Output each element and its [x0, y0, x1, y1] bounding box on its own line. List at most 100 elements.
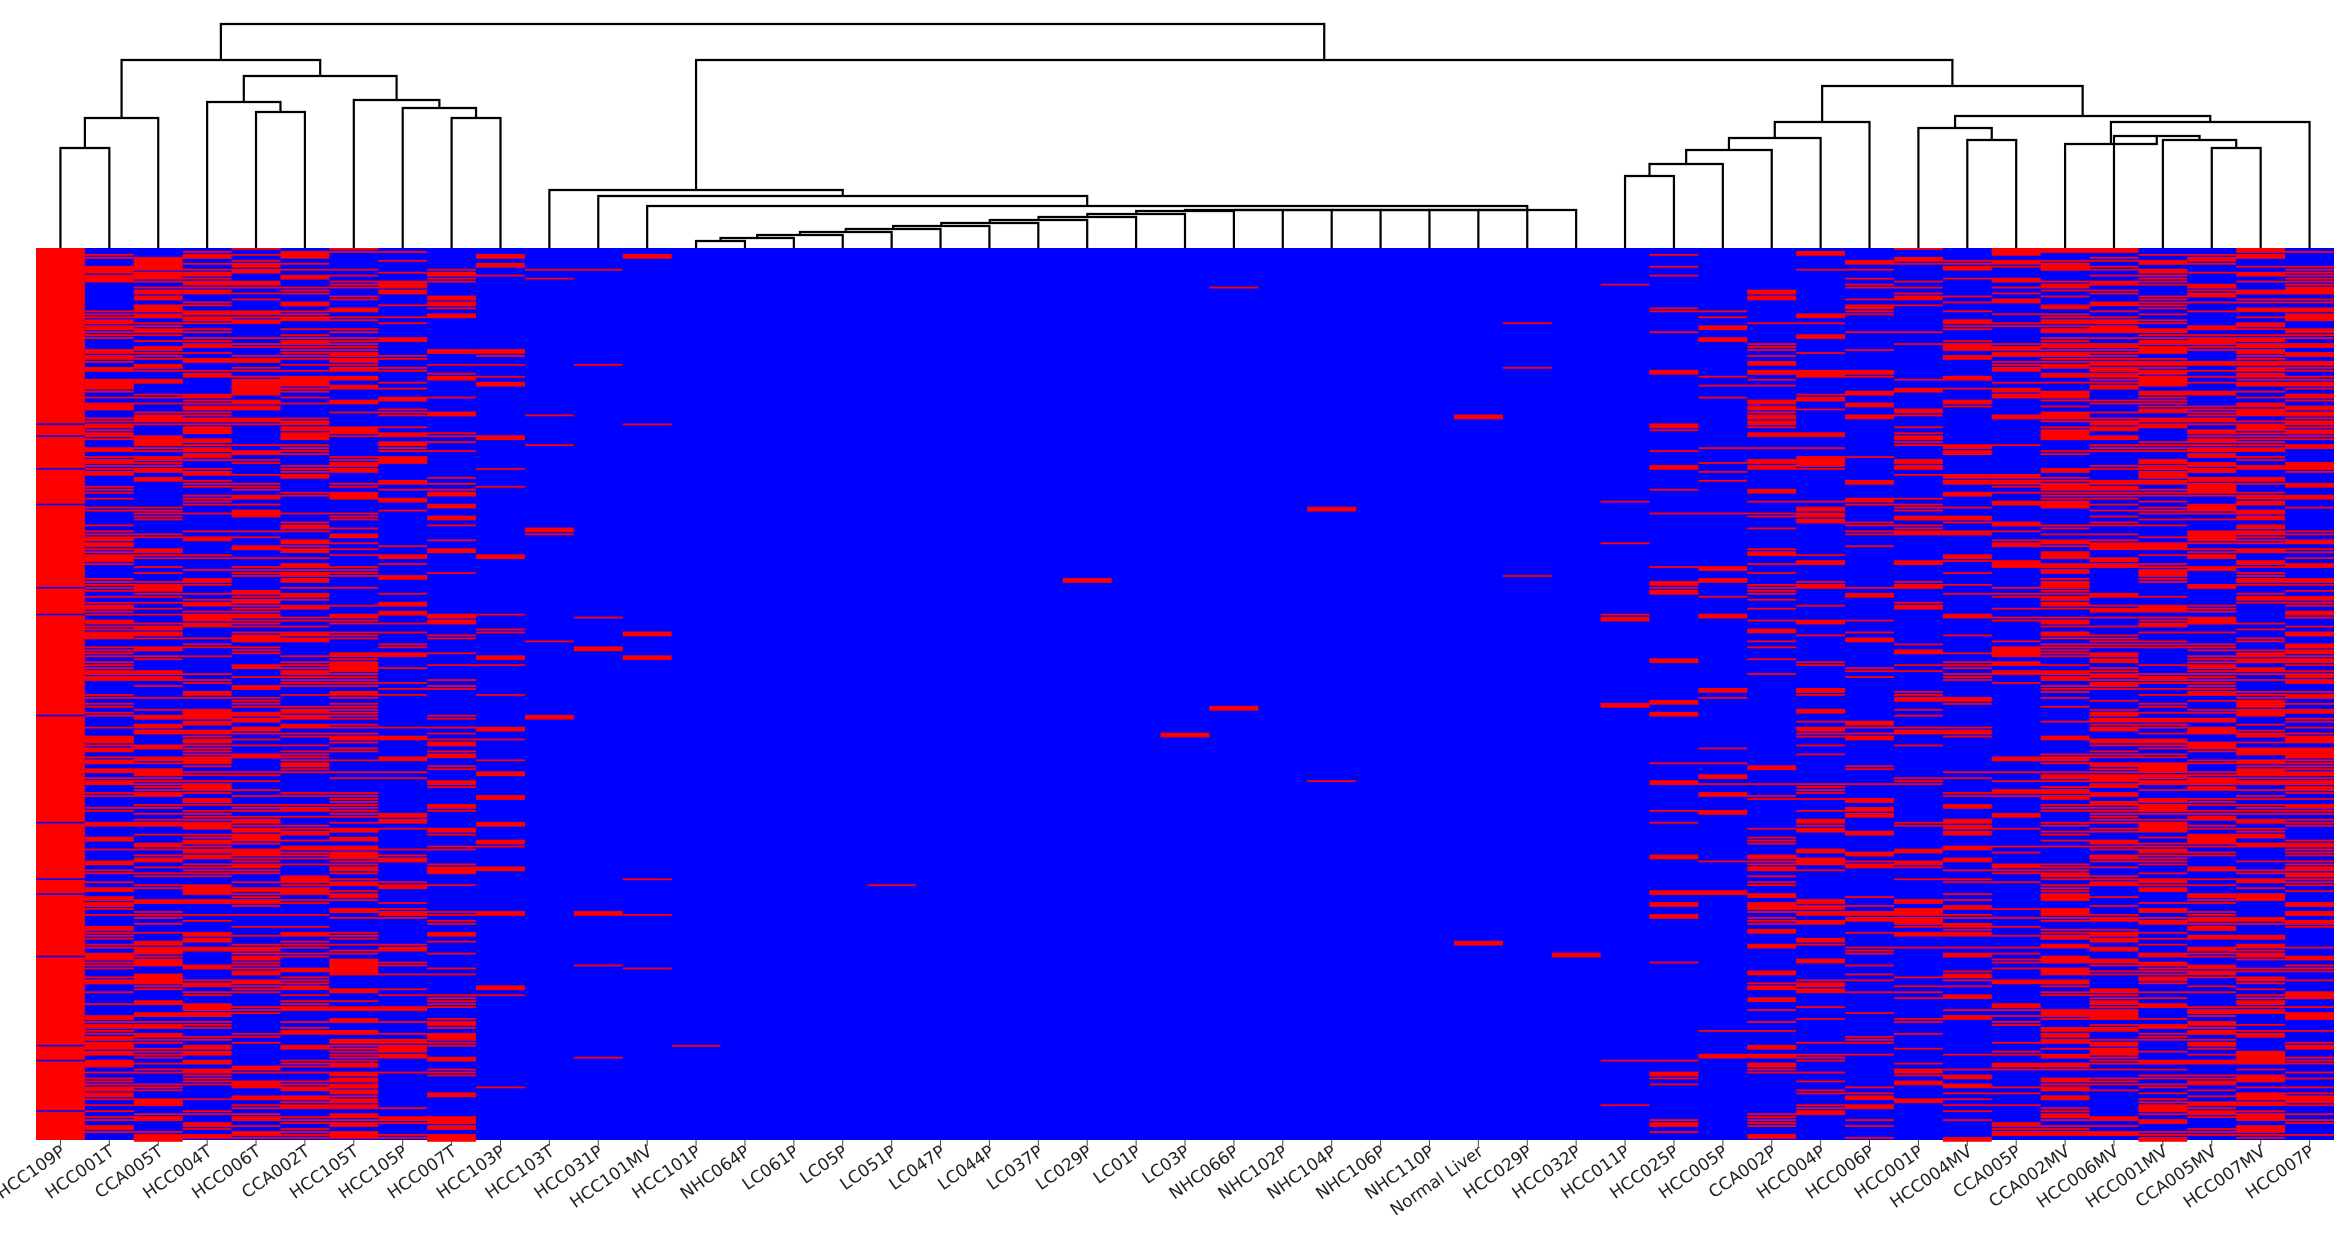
heatmap-cell: [1991, 592, 2041, 595]
heatmap-column: [2089, 248, 2139, 1136]
heatmap-cell: [2236, 465, 2286, 470]
heatmap-cell: [133, 628, 183, 631]
heatmap-cell: [133, 696, 183, 699]
heatmap-cell: [280, 878, 330, 884]
heatmap-cell: [2040, 979, 2090, 985]
heatmap-cell: [2285, 670, 2334, 673]
heatmap-cell: [329, 1071, 379, 1077]
heatmap-cell: [133, 274, 183, 280]
heatmap-cell: [84, 806, 134, 809]
heatmap-cell: [1649, 658, 1699, 664]
heatmap-cell: [1649, 581, 1699, 586]
heatmap-cell: [1747, 628, 1797, 634]
heatmap-cell: [1062, 578, 1112, 583]
heatmap-cell: [2236, 378, 2286, 381]
heatmap-cell: [182, 1053, 232, 1056]
heatmap-cell: [329, 1089, 379, 1095]
heatmap-cell: [2040, 551, 2090, 557]
heatmap-cell: [2187, 917, 2237, 922]
heatmap-cell: [231, 753, 281, 759]
heatmap-cell: [1796, 512, 1846, 518]
heatmap-column: [1893, 248, 1943, 1104]
heatmap-cell: [2138, 1083, 2188, 1086]
heatmap-cell: [1942, 1015, 1992, 1020]
heatmap-cell: [2089, 1089, 2139, 1092]
heatmap-cell: [280, 667, 330, 670]
heatmap-cell: [329, 286, 379, 289]
heatmap-cell: [2236, 307, 2286, 313]
heatmap-cell: [2236, 1059, 2286, 1065]
heatmap-cell: [329, 750, 379, 753]
heatmap-cell: [1893, 444, 1943, 447]
heatmap-cell: [622, 631, 672, 637]
heatmap-cell: [2187, 670, 2237, 673]
heatmap-cell: [378, 563, 428, 565]
heatmap-cell: [2285, 726, 2334, 729]
heatmap-cell: [231, 298, 281, 301]
heatmap-cell: [329, 485, 379, 488]
heatmap-cell: [2187, 902, 2237, 904]
heatmap-cell: [182, 848, 232, 854]
heatmap-cell: [1893, 744, 1943, 747]
heatmap-cell: [280, 881, 330, 884]
heatmap-cell: [427, 491, 477, 497]
heatmap-cell: [280, 750, 330, 753]
heatmap-cell: [1845, 1012, 1894, 1014]
heatmap-cell: [231, 979, 281, 985]
heatmap-cell: [2187, 566, 2237, 571]
heatmap-cell: [2285, 970, 2334, 973]
heatmap-cell: [427, 488, 477, 491]
heatmap-cell: [378, 988, 428, 991]
heatmap-cell: [2187, 381, 2237, 384]
heatmap-cell: [329, 1050, 379, 1053]
heatmap-cell: [2040, 426, 2090, 429]
heatmap-cell: [182, 1098, 232, 1101]
heatmap-cell: [280, 473, 330, 479]
heatmap-cell: [427, 931, 477, 937]
heatmap-cell: [280, 310, 330, 313]
heatmap-cell: [2089, 994, 2139, 997]
heatmap-cell: [2285, 378, 2334, 381]
heatmap-cell: [133, 1024, 183, 1029]
heatmap-cell: [133, 566, 183, 568]
column-label: LC01P: [1090, 1142, 1145, 1189]
heatmap-cell: [2138, 851, 2188, 854]
heatmap-cell: [84, 711, 134, 714]
heatmap-cell: [2040, 1009, 2090, 1014]
heatmap-cell: [133, 789, 183, 791]
heatmap-cell: [2040, 494, 2090, 497]
heatmap-cell: [1600, 616, 1650, 622]
heatmap-cell: [1698, 479, 1748, 482]
heatmap-cell: [2138, 1074, 2188, 1077]
heatmap-cell: [2285, 964, 2334, 967]
heatmap-cell: [2138, 1086, 2188, 1089]
heatmap-cell: [2089, 726, 2139, 732]
heatmap-cell: [2285, 756, 2334, 759]
heatmap-cell: [378, 1137, 428, 1139]
heatmap-cell: [2285, 307, 2334, 313]
heatmap-column: [280, 250, 330, 1139]
heatmap-cell: [1942, 521, 1992, 524]
heatmap-cell: [1942, 473, 1992, 479]
heatmap-cell: [182, 444, 232, 447]
heatmap-cell: [1893, 824, 1943, 827]
heatmap-cell: [84, 387, 134, 390]
heatmap-cell: [1845, 1086, 1894, 1089]
heatmap-cell: [280, 952, 330, 955]
heatmap-cell: [2187, 780, 2237, 785]
heatmap-cell: [1893, 919, 1943, 925]
heatmap-cell: [2138, 860, 2188, 863]
heatmap-cell: [280, 676, 330, 678]
heatmap-cell: [1796, 732, 1846, 735]
heatmap-cell: [84, 896, 134, 901]
heatmap-cell: [2236, 970, 2286, 973]
heatmap-cell: [2040, 360, 2090, 363]
heatmap-cell: [1893, 670, 1943, 673]
heatmap-cell: [2040, 488, 2090, 491]
heatmap-cell: [2187, 1116, 2237, 1119]
heatmap-cell: [1893, 922, 1943, 925]
heatmap-cell: [2285, 589, 2334, 592]
heatmap-cell: [280, 471, 330, 473]
heatmap-cell: [133, 985, 183, 988]
